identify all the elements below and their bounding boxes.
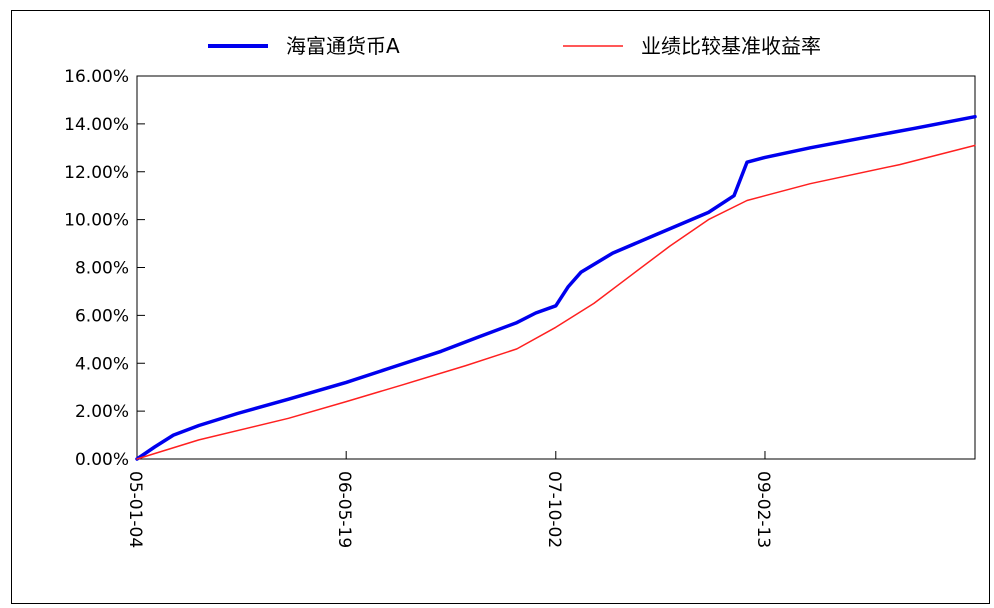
series-line-1 bbox=[135, 114, 977, 461]
legend: 海富通货币A 业绩比较基准收益率 bbox=[208, 34, 821, 58]
y-tick-label: 4.00% bbox=[75, 354, 129, 374]
plot-area bbox=[136, 75, 976, 460]
y-tick-label: 0.00% bbox=[75, 450, 129, 470]
x-tick-label: 07-10-02 bbox=[544, 471, 564, 548]
series-layer bbox=[135, 114, 977, 461]
y-tick-label: 14.00% bbox=[64, 115, 129, 135]
x-tick-label: 09-02-13 bbox=[753, 471, 773, 548]
x-tick-label: 05-01-04 bbox=[125, 471, 145, 548]
y-axis: 0.00% 2.00% 4.00% 6.00% 8.00% 10.00% 12.00% 14.… bbox=[64, 67, 145, 470]
series-line-2 bbox=[136, 144, 976, 460]
x-axis: 05-01-04 06-05-19 07-10-02 09-02-13 bbox=[125, 451, 773, 548]
y-tick-label: 10.00% bbox=[64, 211, 129, 231]
y-tick-label: 6.00% bbox=[75, 306, 129, 326]
legend-label-series-2: 业绩比较基准收益率 bbox=[641, 34, 821, 58]
x-tick-label: 06-05-19 bbox=[334, 471, 354, 548]
y-tick-label: 2.00% bbox=[75, 402, 129, 422]
y-tick-label: 12.00% bbox=[64, 163, 129, 183]
legend-label-series-1: 海富通货币A bbox=[286, 34, 400, 58]
y-tick-label: 8.00% bbox=[75, 259, 129, 279]
y-tick-label: 16.00% bbox=[64, 67, 129, 87]
chart-frame bbox=[11, 10, 990, 604]
